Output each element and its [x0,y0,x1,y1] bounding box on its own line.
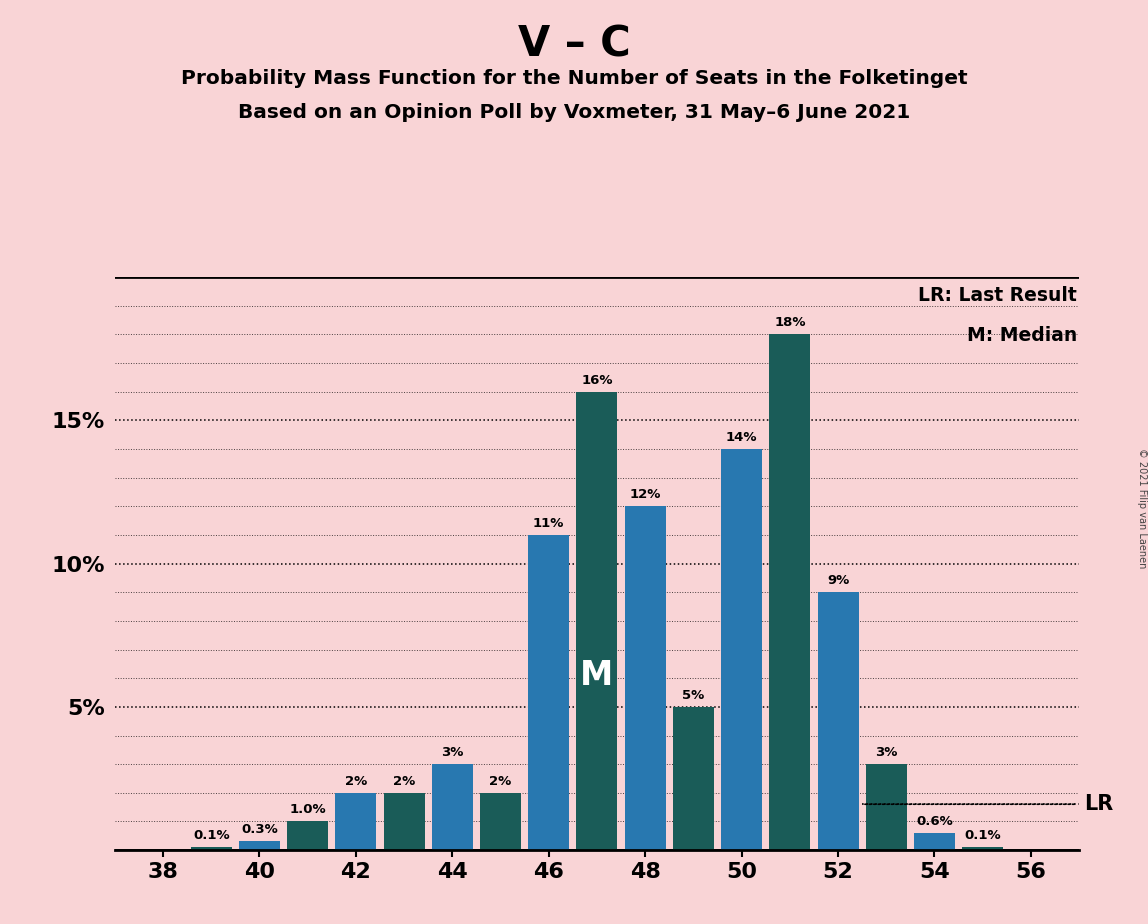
Text: 0.6%: 0.6% [916,815,953,828]
Text: 2%: 2% [393,774,416,787]
Text: 1.0%: 1.0% [289,803,326,816]
Text: 16%: 16% [581,373,613,386]
Bar [239,842,280,850]
Text: 2%: 2% [344,774,367,787]
Text: Probability Mass Function for the Number of Seats in the Folketinget: Probability Mass Function for the Number… [180,69,968,89]
Text: 0.3%: 0.3% [241,823,278,836]
Bar [769,334,810,850]
Bar [721,449,762,850]
Text: LR: LR [1084,795,1114,814]
Bar [576,392,618,850]
Bar [432,764,473,850]
Bar [191,847,232,850]
Bar [962,847,1003,850]
Bar [673,707,714,850]
Text: 0.1%: 0.1% [193,829,230,842]
Text: 0.1%: 0.1% [964,829,1001,842]
Text: 3%: 3% [441,746,464,759]
Text: M: Median: M: Median [967,326,1077,345]
Bar [480,793,521,850]
Text: 3%: 3% [875,746,898,759]
Bar [335,793,377,850]
Text: V – C: V – C [518,23,630,65]
Text: © 2021 Filip van Laenen: © 2021 Filip van Laenen [1138,448,1147,568]
Text: LR: Last Result: LR: Last Result [918,286,1077,305]
Text: 11%: 11% [533,517,565,529]
Bar [383,793,425,850]
Bar [914,833,955,850]
Text: 12%: 12% [629,488,661,501]
Bar [625,506,666,850]
Bar [817,592,859,850]
Text: M: M [581,660,613,692]
Bar [287,821,328,850]
Text: 18%: 18% [774,316,806,329]
Text: 14%: 14% [726,431,758,444]
Bar [866,764,907,850]
Bar [528,535,569,850]
Text: 9%: 9% [827,574,850,587]
Text: 2%: 2% [489,774,512,787]
Text: Based on an Opinion Poll by Voxmeter, 31 May–6 June 2021: Based on an Opinion Poll by Voxmeter, 31… [238,103,910,123]
Text: 5%: 5% [682,688,705,701]
